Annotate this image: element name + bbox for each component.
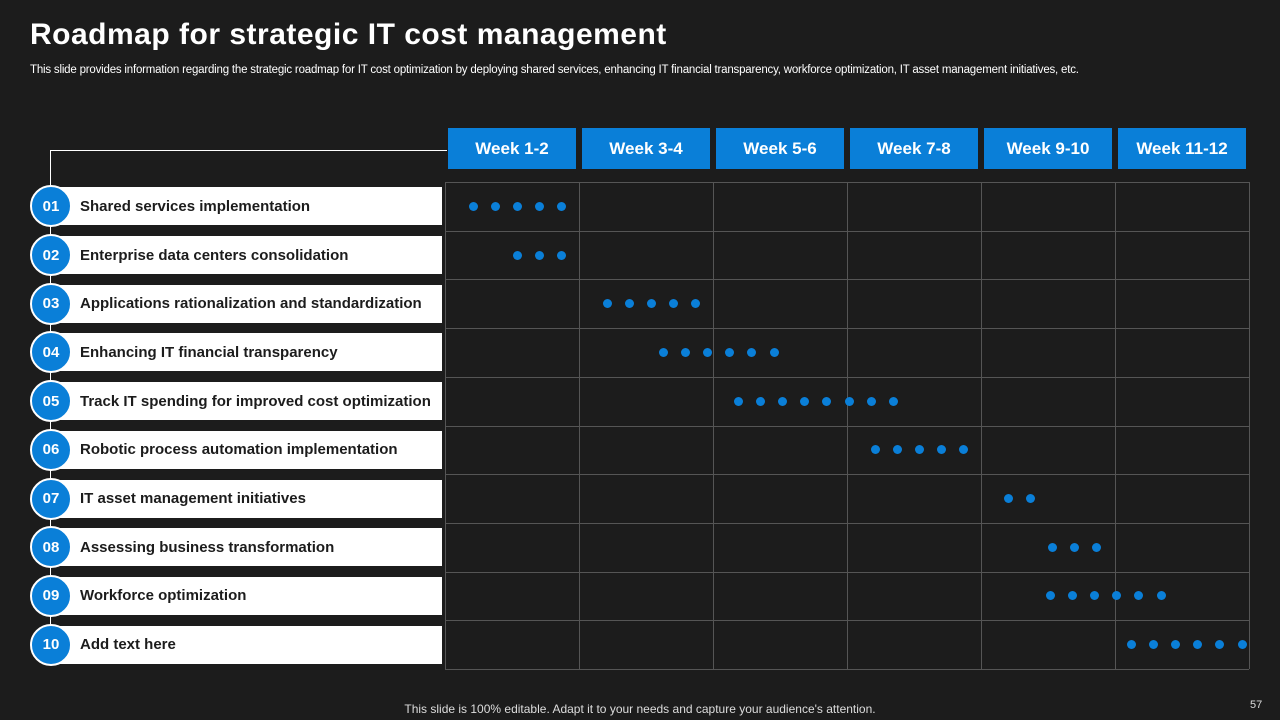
task-number: 04 <box>30 331 72 374</box>
timeline-dot <box>1089 591 1099 601</box>
grid-line <box>445 669 1249 670</box>
timeline-dot <box>669 299 679 309</box>
timeline-dot <box>680 347 690 357</box>
timeline-dot <box>1148 640 1158 650</box>
task-label: Track IT spending for improved cost opti… <box>52 382 442 421</box>
task-number: 02 <box>30 234 72 277</box>
task-number: 08 <box>30 526 72 569</box>
task-number: 09 <box>30 574 72 617</box>
week-header: Week 7-8 <box>850 128 978 169</box>
grid-line <box>445 571 1249 573</box>
timeline-dot <box>866 396 876 406</box>
task-number: 05 <box>30 380 72 423</box>
timeline-dot <box>490 201 500 211</box>
task-label: Assessing business transformation <box>52 528 442 567</box>
grid-line <box>445 522 1249 524</box>
timeline-dot <box>1112 591 1122 601</box>
timeline-dot <box>658 347 668 357</box>
grid-line <box>445 425 1249 427</box>
grid-line <box>445 620 1249 622</box>
timeline-dot <box>733 396 743 406</box>
task-label: Enhancing IT financial transparency <box>52 333 442 372</box>
timeline-dot <box>534 250 544 260</box>
timeline-dot <box>1003 494 1013 504</box>
timeline-dot <box>937 445 947 455</box>
task-label: Applications rationalization and standar… <box>52 284 442 323</box>
page-number: 57 <box>1250 699 1263 711</box>
week-header: Week 5-6 <box>716 128 844 169</box>
task-label: Enterprise data centers consolidation <box>52 236 442 275</box>
task-number: 03 <box>30 282 72 325</box>
timeline-dot <box>844 396 854 406</box>
task-label: Shared services implementation <box>52 187 442 226</box>
timeline-dot <box>556 250 566 260</box>
grid-line <box>445 230 1249 232</box>
week-header: Week 9-10 <box>984 128 1112 169</box>
grid-line <box>445 474 1249 476</box>
timeline-dot <box>725 347 735 357</box>
timeline-dot <box>1170 640 1180 650</box>
timeline-dot <box>755 396 765 406</box>
timeline-dot <box>1069 542 1079 552</box>
timeline-dot <box>1215 640 1225 650</box>
timeline-dot <box>512 201 522 211</box>
timeline-dot <box>1126 640 1136 650</box>
timeline-dot <box>1067 591 1077 601</box>
task-label: IT asset management initiatives <box>52 479 442 518</box>
week-header: Week 11-12 <box>1118 128 1246 169</box>
timeline-dot <box>769 347 779 357</box>
title: Roadmap for strategic IT cost management <box>30 18 667 51</box>
task-label: Workforce optimization <box>52 576 442 615</box>
timeline-dot <box>557 201 567 211</box>
timeline-dot <box>535 201 545 211</box>
timeline-dot <box>1134 591 1144 601</box>
task-label: Add text here <box>52 625 442 664</box>
task-number: 10 <box>30 623 72 666</box>
task-label: Robotic process automation implementatio… <box>52 430 442 469</box>
week-header: Week 1-2 <box>448 128 576 169</box>
timeline-dot <box>1193 640 1203 650</box>
timeline-dot <box>747 347 757 357</box>
timeline-dot <box>1025 494 1035 504</box>
timeline-dot <box>602 299 612 309</box>
grid-line <box>445 279 1249 281</box>
timeline-dot <box>914 445 924 455</box>
task-number: 01 <box>30 185 72 228</box>
timeline-dot <box>959 445 969 455</box>
grid-line <box>445 376 1249 378</box>
task-number: 06 <box>30 428 72 471</box>
timeline-dot <box>691 299 701 309</box>
timeline-dot <box>1237 640 1247 650</box>
timeline-dot <box>702 347 712 357</box>
timeline-dot <box>468 201 478 211</box>
timeline-dot <box>888 396 898 406</box>
timeline-dot <box>1156 591 1166 601</box>
week-header: Week 3-4 <box>582 128 710 169</box>
timeline-dot <box>646 299 656 309</box>
task-number: 07 <box>30 477 72 520</box>
timeline-dot <box>870 445 880 455</box>
timeline-dot <box>512 250 522 260</box>
timeline-dot <box>1045 591 1055 601</box>
timeline-dot <box>822 396 832 406</box>
footer: This slide is 100% editable. Adapt it to… <box>404 702 876 716</box>
timeline-dot <box>624 299 634 309</box>
grid-line <box>1249 182 1250 669</box>
timeline-dot <box>1091 542 1101 552</box>
timeline-dot <box>892 445 902 455</box>
subtitle: This slide provides information regardin… <box>30 64 1079 76</box>
grid-line <box>445 328 1249 330</box>
timeline-dot <box>1047 542 1057 552</box>
timeline-dot <box>777 396 787 406</box>
timeline-dot <box>800 396 810 406</box>
grid-line <box>445 182 1249 183</box>
